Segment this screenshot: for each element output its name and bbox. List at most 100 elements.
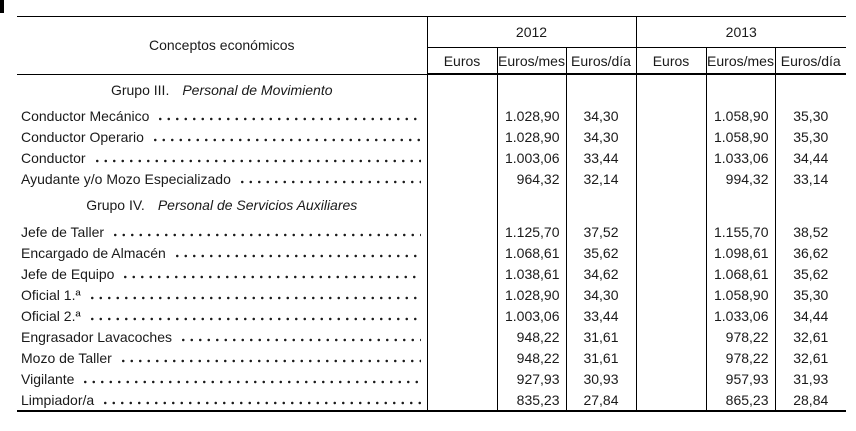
euros-mes-2012-cell: 1.028,90 [496,105,566,126]
year-2013-header: 2013 [635,16,847,48]
euros-mes-2012-cell: 1.003,06 [496,147,566,168]
euros-mes-2012-cell: 1.028,90 [496,126,566,147]
euros-mes-2012-cell: 1.003,06 [496,305,566,326]
col-euros-mes-2012: Euros/mes [496,47,566,75]
euros-dia-2013-cell: 36,62 [774,242,847,263]
euros-2012-cell [426,368,497,389]
euros-dia-2013-cell: 35,62 [774,263,847,284]
concept-cell: Limpiador/a [17,389,428,411]
concept-label: Encargado de Almacén [21,244,166,261]
euros-2013-cell [635,221,706,242]
euros-2013-cell [635,305,706,326]
dot-leader [111,221,421,242]
euros-2012-cell [426,305,497,326]
scan-edge-artifact [0,0,4,13]
euros-mes-2012-cell: 1.028,90 [496,284,566,305]
euros-dia-2013-cell: 32,61 [774,326,847,347]
group-heading-row: Grupo IV. Personal de Servicios Auxiliare… [17,189,847,221]
euros-mes-2012-cell: 1.068,61 [496,242,566,263]
group-title: Personal de Movimiento [182,81,333,98]
dot-leader [118,347,421,368]
euros-mes-2013-cell: 1.033,06 [705,147,775,168]
group-title: Personal de Servicios Auxiliares [157,197,358,213]
euros-dia-2013-cell: 35,30 [774,105,847,126]
euros-dia-2012-cell: 32,14 [565,168,636,189]
euros-2013-cell [635,242,706,263]
dot-leader [150,126,421,147]
concept-label: Vigilante [21,370,75,387]
euros-mes-2013-cell: 865,23 [705,389,775,411]
concept-label: Jefe de Taller [21,223,105,240]
euros-2012-cell [426,389,497,411]
col-euros-mes-2013: Euros/mes [705,47,775,75]
concepts-header: Conceptos económicos [17,16,428,75]
euros-mes-2013-cell: 994,32 [705,168,775,189]
concept-label: Conductor Mecánico [21,107,150,124]
euros-dia-2012-cell: 33,44 [565,305,636,326]
euros-mes-2013-cell: 1.058,90 [705,105,775,126]
euros-2013-cell [635,389,706,411]
group-heading-cell: Grupo III. Personal de Movimiento [17,74,428,105]
concept-label: Engrasador Lavacoches [21,328,172,345]
concept-cell: Mozo de Taller [17,347,428,368]
euros-mes-2013-cell: 1.098,61 [705,242,775,263]
concept-label: Oficial 1.ª [21,286,81,303]
euros-mes-2012-cell: 1.038,61 [496,263,566,284]
concept-label: Limpiador/a [21,391,95,408]
group-heading-cell: Grupo IV. Personal de Servicios Auxiliare… [17,189,428,221]
subheader-row: Euros Euros/mes Euros/día Euros Euros/me… [17,47,847,75]
euros-2013-cell [635,263,706,284]
euros-dia-2013-cell: 31,93 [774,368,847,389]
euros-2013-cell [635,284,706,305]
euros-dia-2013-cell: 35,30 [774,126,847,147]
table-row: Oficial 1.ª 1.028,90 34,30 1.058,90 35,3… [17,284,847,305]
dot-leader [87,305,421,326]
dot-leader [121,263,421,284]
concept-label: Oficial 2.ª [21,307,81,324]
concept-label: Jefe de Equipo [21,265,115,282]
table-row: Oficial 2.ª 1.003,06 33,44 1.033,06 34,4… [17,305,847,326]
euros-2013-cell [635,347,706,368]
col-euros-2012: Euros [426,47,497,75]
euros-mes-2013-cell: 1.058,90 [705,284,775,305]
euros-dia-2013-cell: 32,61 [774,347,847,368]
euros-dia-2012-cell: 31,61 [565,326,636,347]
euros-dia-2012-cell: 33,44 [565,147,636,168]
concept-cell: Conductor Operario [17,126,428,147]
concept-label: Conductor Operario [21,128,144,145]
euros-dia-2012-cell: 34,30 [565,284,636,305]
euros-dia-2012-cell: 34,62 [565,263,636,284]
group-heading-row: Grupo III. Personal de Movimiento [17,74,847,105]
euros-dia-2013-cell: 33,14 [774,168,847,189]
euros-mes-2012-cell: 964,32 [496,168,566,189]
euros-2013-cell [635,126,706,147]
euros-dia-2012-cell: 27,84 [565,389,636,411]
concept-cell: Jefe de Equipo [17,263,428,284]
euros-dia-2012-cell: 37,52 [565,221,636,242]
euros-2012-cell [426,126,497,147]
dot-leader [237,168,421,189]
concept-cell: Encargado de Almacén [17,242,428,263]
dot-leader [87,284,421,305]
euros-dia-2012-cell: 35,62 [565,242,636,263]
table-row: Conductor Mecánico 1.028,90 34,30 1.058,… [17,105,847,126]
group-label: Grupo III. [110,81,170,98]
euros-mes-2012-cell: 948,22 [496,347,566,368]
table-row: Jefe de Equipo 1.038,61 34,62 1.068,61 3… [17,263,847,284]
euros-dia-2013-cell: 34,44 [774,305,847,326]
col-euros-dia-2013: Euros/día [774,47,847,75]
euros-2013-cell [635,326,706,347]
euros-dia-2012-cell: 30,93 [565,368,636,389]
dot-leader [92,147,421,168]
concept-cell: Jefe de Taller [17,221,428,242]
euros-2012-cell [426,105,497,126]
euros-2012-cell [426,326,497,347]
table-row: Vigilante 927,93 30,93 957,93 31,93 [17,368,847,389]
euros-mes-2012-cell: 1.125,70 [496,221,566,242]
euros-2012-cell [426,242,497,263]
euros-2012-cell [426,284,497,305]
dot-leader [156,105,421,126]
col-euros-dia-2012: Euros/día [565,47,636,75]
table-row: Encargado de Almacén 1.068,61 35,62 1.09… [17,242,847,263]
